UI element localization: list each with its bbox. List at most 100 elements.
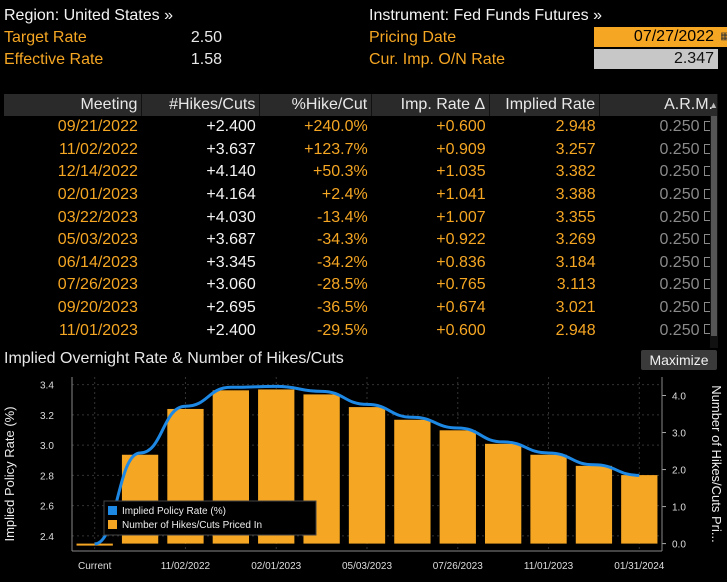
meeting-date: 09/21/2022 — [4, 116, 142, 139]
imp-rate-delta-value-text: +0.836 — [436, 253, 486, 271]
table-row[interactable]: 11/01/2023 +2.400 -29.5% +0.600 2.948 0.250 — [4, 319, 718, 342]
implied-rate-line — [94, 384, 640, 546]
table-row[interactable]: 11/02/2022 +3.637 +123.7% +0.909 3.257 0.250 — [4, 139, 718, 162]
left-tick-label: 3.0 — [40, 441, 54, 452]
arm-value[interactable]: 0.250 — [600, 116, 718, 139]
pct-hike-cut-value-text: -29.5% — [317, 321, 368, 339]
maximize-button[interactable]: Maximize — [641, 350, 717, 370]
hikes-bar — [348, 407, 386, 544]
hikes-cuts-value-text: +4.140 — [206, 163, 256, 181]
right-tick-label: 0.0 — [672, 540, 686, 551]
meeting-date: 02/01/2023 — [4, 184, 142, 207]
implied-rate-value: 2.948 — [490, 319, 600, 342]
meeting-date: 12/14/2022 — [4, 161, 142, 184]
table-row[interactable]: 05/03/2023 +3.687 -34.3% +0.922 3.269 0.250 — [4, 229, 718, 252]
table-row[interactable]: 06/14/2023 +3.345 -34.2% +0.836 3.184 0.250 — [4, 252, 718, 275]
meeting-date-text: 02/01/2023 — [57, 186, 138, 204]
pct-hike-cut-value: -34.3% — [260, 229, 372, 252]
x-tick-label: 11/01/2023 — [524, 561, 574, 572]
implied-rate-value-text: 3.269 — [555, 231, 596, 249]
column-header[interactable]: Implied Rate — [489, 94, 601, 116]
imp-rate-delta-value-text: +1.035 — [436, 163, 486, 181]
pct-hike-cut-value-text: +240.0% — [304, 118, 368, 136]
meeting-date: 03/22/2023 — [4, 206, 142, 229]
pct-hike-cut-value: -29.5% — [260, 319, 372, 342]
left-tick-label: 3.4 — [40, 381, 54, 392]
hikes-cuts-value: +4.140 — [142, 161, 260, 184]
table-row[interactable]: 12/14/2022 +4.140 +50.3% +1.035 3.382 0.250 — [4, 161, 718, 184]
column-header[interactable]: %Hike/Cut — [259, 94, 373, 116]
right-axis-title: Number of Hikes/Cuts Pri... — [709, 385, 724, 543]
table-scrollbar[interactable] — [710, 116, 718, 348]
x-tick-label: 11/02/2022 — [161, 561, 211, 572]
target-rate-value: 2.50 — [190, 29, 222, 46]
imp-rate-delta-value: +0.765 — [372, 274, 490, 297]
hikes-cuts-value: +3.060 — [142, 274, 260, 297]
meeting-date: 05/03/2023 — [4, 229, 142, 252]
hikes-cuts-value: +4.030 — [142, 206, 260, 229]
column-header[interactable]: Imp. Rate Δ — [371, 94, 491, 116]
hikes-cuts-value-text: +3.637 — [206, 140, 256, 158]
legend-box — [103, 500, 317, 536]
hikes-bar — [530, 454, 567, 544]
column-header[interactable]: A.R.M. — [599, 94, 718, 116]
hikes-cuts-value-text: +2.400 — [206, 118, 256, 136]
arm-value[interactable]: 0.250 — [600, 252, 718, 275]
arm-value[interactable]: 0.250 — [600, 274, 718, 297]
arm-value-text: 0.250 — [659, 163, 700, 181]
table-row[interactable]: 02/01/2023 +4.164 +2.4% +1.041 3.388 0.250 — [4, 184, 718, 207]
table-row[interactable]: 09/20/2023 +2.695 -36.5% +0.674 3.021 0.250 — [4, 297, 718, 320]
hikes-cuts-value-text: +3.345 — [206, 253, 256, 271]
implied-rate-value-text: 3.257 — [555, 140, 596, 158]
pct-hike-cut-value: -13.4% — [260, 206, 372, 229]
pricing-date-field[interactable]: 07/27/2022 ▦ — [594, 27, 727, 47]
region-selector[interactable]: Region: United States » — [4, 7, 173, 24]
hikes-cuts-value: +2.695 — [142, 297, 260, 320]
arm-value-text: 0.250 — [659, 299, 700, 317]
meeting-date-text: 07/26/2023 — [57, 276, 138, 294]
hikes-cuts-value-text: +3.060 — [206, 276, 256, 294]
x-tick-label: 05/03/2023 — [342, 561, 392, 572]
arm-value[interactable]: 0.250 — [600, 319, 718, 342]
cur-imp-rate-field[interactable]: 2.347 — [594, 49, 718, 69]
meetings-table: Meeting #Hikes/Cuts %Hike/Cut Imp. Rate Δ Im… — [4, 94, 718, 348]
table-row[interactable]: 03/22/2023 +4.030 -13.4% +1.007 3.355 0.250 — [4, 206, 718, 229]
implied-rate-value-text: 3.184 — [555, 253, 596, 271]
pct-hike-cut-value: -28.5% — [260, 274, 372, 297]
implied-rate-value: 3.388 — [490, 184, 600, 207]
pricing-date-label: Pricing Date — [369, 29, 457, 46]
table-row[interactable]: 09/21/2022 +2.400 +240.0% +0.600 2.948 0.250 — [4, 116, 718, 139]
pct-hike-cut-value: +240.0% — [260, 116, 372, 139]
meeting-date: 11/01/2023 — [4, 319, 142, 342]
cur-imp-rate-label: Cur. Imp. O/N Rate — [369, 51, 506, 68]
pct-hike-cut-value-text: -36.5% — [317, 299, 368, 317]
arm-value-text: 0.250 — [659, 321, 700, 339]
implied-rate-value: 3.355 — [490, 206, 600, 229]
meeting-date: 06/14/2023 — [4, 252, 142, 275]
calendar-icon[interactable]: ▦ — [718, 27, 727, 47]
column-header[interactable]: #Hikes/Cuts — [141, 94, 261, 116]
arm-value[interactable]: 0.250 — [600, 161, 718, 184]
arm-value-text: 0.250 — [659, 140, 700, 158]
arm-value[interactable]: 0.250 — [600, 206, 718, 229]
hikes-cuts-value-text: +4.164 — [206, 186, 256, 204]
hikes-bar — [575, 465, 613, 544]
chart-title: Implied Overnight Rate & Number of Hikes… — [4, 350, 344, 367]
imp-rate-delta-value-text: +0.600 — [436, 118, 486, 136]
hikes-bar — [485, 443, 522, 544]
table-row[interactable]: 07/26/2023 +3.060 -28.5% +0.765 3.113 0.250 — [4, 274, 718, 297]
arm-value[interactable]: 0.250 — [600, 184, 718, 207]
imp-rate-delta-value: +0.922 — [372, 229, 490, 252]
pct-hike-cut-value-text: +2.4% — [321, 186, 368, 204]
meeting-date-text: 11/02/2022 — [58, 140, 138, 158]
hikes-cuts-value-text: +2.695 — [206, 299, 256, 317]
arm-value[interactable]: 0.250 — [600, 139, 718, 162]
arm-value-text: 0.250 — [659, 186, 700, 204]
arm-value[interactable]: 0.250 — [600, 229, 718, 252]
arm-value[interactable]: 0.250 — [600, 297, 718, 320]
scroll-up-icon[interactable]: ▲ — [709, 100, 718, 110]
instrument-selector[interactable]: Instrument: Fed Funds Futures » — [369, 7, 602, 24]
pct-hike-cut-value-text: -34.3% — [317, 231, 368, 249]
column-header[interactable]: Meeting — [4, 94, 143, 116]
arm-value-text: 0.250 — [659, 231, 700, 249]
